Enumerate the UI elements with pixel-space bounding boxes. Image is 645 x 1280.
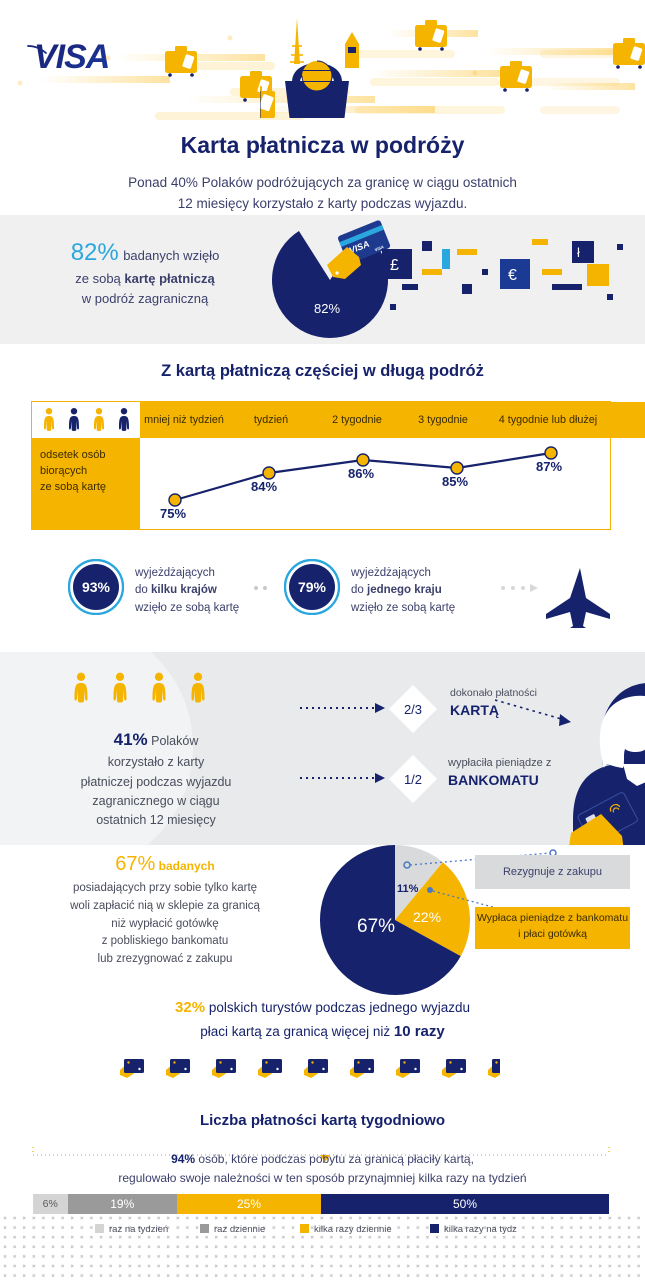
svg-text:kilka razy na tydz: kilka razy na tydz (444, 1224, 517, 1235)
svg-text:75%: 75% (160, 506, 186, 521)
svg-text:93%: 93% (82, 579, 111, 595)
svg-text:79%: 79% (298, 579, 327, 595)
svg-text:84%: 84% (251, 479, 277, 494)
svg-text:87%: 87% (536, 459, 562, 474)
svg-text:€: € (508, 267, 517, 284)
svg-text:1/2: 1/2 (404, 772, 422, 787)
svg-text:2/3: 2/3 (404, 702, 422, 717)
svg-text:85%: 85% (442, 474, 468, 489)
svg-text:raz dziennie: raz dziennie (214, 1224, 265, 1235)
svg-text:ł: ł (577, 245, 580, 260)
svg-text:£: £ (390, 257, 399, 274)
svg-text:kilka razy dziennie: kilka razy dziennie (314, 1224, 392, 1235)
svg-text:86%: 86% (348, 466, 374, 481)
svg-text:raz na tydzień: raz na tydzień (109, 1224, 168, 1235)
svg-text:67%: 67% (357, 916, 395, 937)
svg-text:82%: 82% (314, 301, 340, 316)
